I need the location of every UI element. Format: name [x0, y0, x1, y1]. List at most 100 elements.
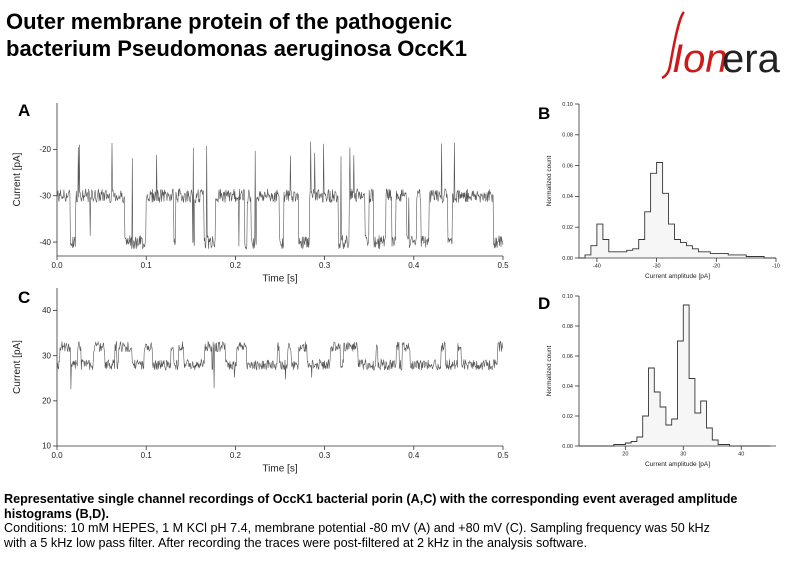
y-tick-label: -40 [39, 238, 51, 247]
histogram-bin [677, 341, 684, 446]
histogram-bin [662, 193, 669, 258]
y-tick-label: 30 [42, 351, 51, 360]
figure-caption: Representative single channel recordings… [4, 492, 796, 550]
histogram-bin [674, 239, 681, 258]
histogram-bin [596, 224, 603, 258]
x-tick-label: 20 [622, 452, 628, 458]
y-tick-label: 0.04 [562, 384, 573, 390]
x-tick-label: 0.2 [230, 261, 242, 270]
ionera-logo: Ion era [661, 11, 781, 81]
y-tick-label: 10 [42, 442, 51, 451]
y-axis-label: Current [pA] [12, 340, 23, 394]
histogram-bin [706, 428, 713, 446]
histogram-bin [631, 441, 637, 446]
y-tick-label: 0.08 [562, 324, 573, 330]
x-axis-label: Time [s] [262, 464, 297, 475]
histogram-bin [680, 242, 687, 258]
histogram-bin [590, 245, 597, 258]
histogram-bin [648, 368, 655, 446]
histogram-bin [686, 245, 693, 258]
histogram-bin [752, 256, 759, 258]
x-tick-label: 0.5 [497, 261, 509, 270]
histogram-bin [692, 248, 699, 258]
title-line-2: bacterium Pseudomonas aeruginosa OccK1 [6, 36, 467, 61]
x-tick-label: 0.2 [230, 451, 242, 460]
y-axis-label: Normalized count [546, 156, 553, 207]
x-tick-label: 40 [738, 452, 744, 458]
histogram-bin [689, 378, 695, 446]
histogram-bin [698, 251, 705, 258]
title-line-1: Outer membrane protein of the pathogenic [6, 9, 453, 34]
histogram-bin [638, 239, 645, 258]
histogram-bin [718, 444, 730, 446]
y-tick-label: 0.10 [562, 294, 573, 300]
x-tick-label: -10 [772, 264, 780, 270]
figure-canvas: 0.0 0.1 0.2 0.3 0.4 0.5 -20 -30 -40 Time [s] Curre… [12, 102, 780, 475]
y-axis-label: Current [pA] [12, 152, 23, 206]
histogram-bin [740, 254, 747, 258]
y-tick-label: 0.04 [562, 194, 573, 200]
histogram-bin [614, 251, 621, 258]
histogram-bin [656, 162, 663, 258]
histogram-bin [746, 256, 753, 258]
x-tick-label: 0.0 [51, 261, 63, 270]
x-tick-label: 0.3 [319, 261, 331, 270]
histogram-bin [636, 437, 643, 446]
x-tick-label: 0.1 [141, 451, 153, 460]
x-tick-label: 0.5 [497, 451, 509, 460]
y-tick-label: 0.06 [562, 354, 573, 360]
x-axis-label: Current amplitude [pA] [645, 273, 710, 280]
y-axis-label: Normalized count [546, 346, 553, 397]
histogram-bin [722, 253, 729, 258]
x-tick-label: -20 [712, 264, 720, 270]
trace-line-a [56, 141, 504, 251]
logo-era-text: era [722, 37, 781, 81]
histogram-bin [758, 256, 765, 258]
histogram-outline-b [579, 162, 776, 259]
x-tick-label: 0.3 [319, 451, 331, 460]
histogram-bin [660, 407, 666, 446]
x-tick-label: 0.4 [408, 451, 420, 460]
histogram-bin [712, 440, 719, 446]
histogram-bin [694, 413, 701, 446]
histogram-bin [608, 251, 615, 258]
histogram-outline-d [579, 304, 771, 447]
panel-label-d: D [538, 294, 551, 313]
x-tick-label: 0.4 [408, 261, 420, 270]
histogram-bin [728, 254, 735, 258]
y-tick-label: 0.02 [562, 414, 573, 420]
x-tick-label: 0.1 [141, 261, 153, 270]
histogram-bin [644, 211, 651, 258]
caption-line-1: Conditions: 10 mM HEPES, 1 M KCl pH 7.4,… [4, 521, 710, 535]
histogram-bin [704, 251, 711, 258]
x-axis-label: Time [s] [262, 274, 297, 285]
histogram-bin [671, 419, 678, 446]
y-tick-label: 0.00 [562, 444, 573, 450]
y-tick-label: 0.06 [562, 163, 573, 169]
panel-label-a: A [18, 101, 31, 120]
histogram-bin [625, 443, 632, 446]
histogram-bin [620, 251, 627, 258]
y-tick-label: 20 [42, 397, 51, 406]
logo-ion-text: Ion [672, 37, 728, 81]
x-tick-label: 0.0 [51, 451, 63, 460]
page-title: Outer membrane protein of the pathogenic… [6, 8, 566, 62]
y-tick-label: 0.02 [562, 225, 573, 231]
y-tick-label: 40 [42, 306, 51, 315]
histogram-bin [700, 401, 707, 446]
x-tick-label: -40 [593, 264, 601, 270]
histogram-bin [650, 173, 657, 258]
panel-label-b: B [538, 104, 551, 123]
histogram-bin [710, 253, 717, 258]
histogram-bin [668, 224, 675, 258]
histogram-bin [626, 250, 633, 258]
histogram-bin [665, 425, 672, 446]
x-axis-label: Current amplitude [pA] [645, 461, 710, 468]
x-tick-label: -30 [653, 264, 661, 270]
histogram-bin [642, 416, 649, 446]
y-tick-label: -30 [39, 191, 51, 200]
y-tick-label: -20 [39, 145, 51, 154]
caption-line-2: with a 5 kHz low pass filter. After reco… [4, 535, 588, 550]
histogram-bin [683, 305, 690, 446]
y-tick-label: 0.08 [562, 133, 573, 139]
